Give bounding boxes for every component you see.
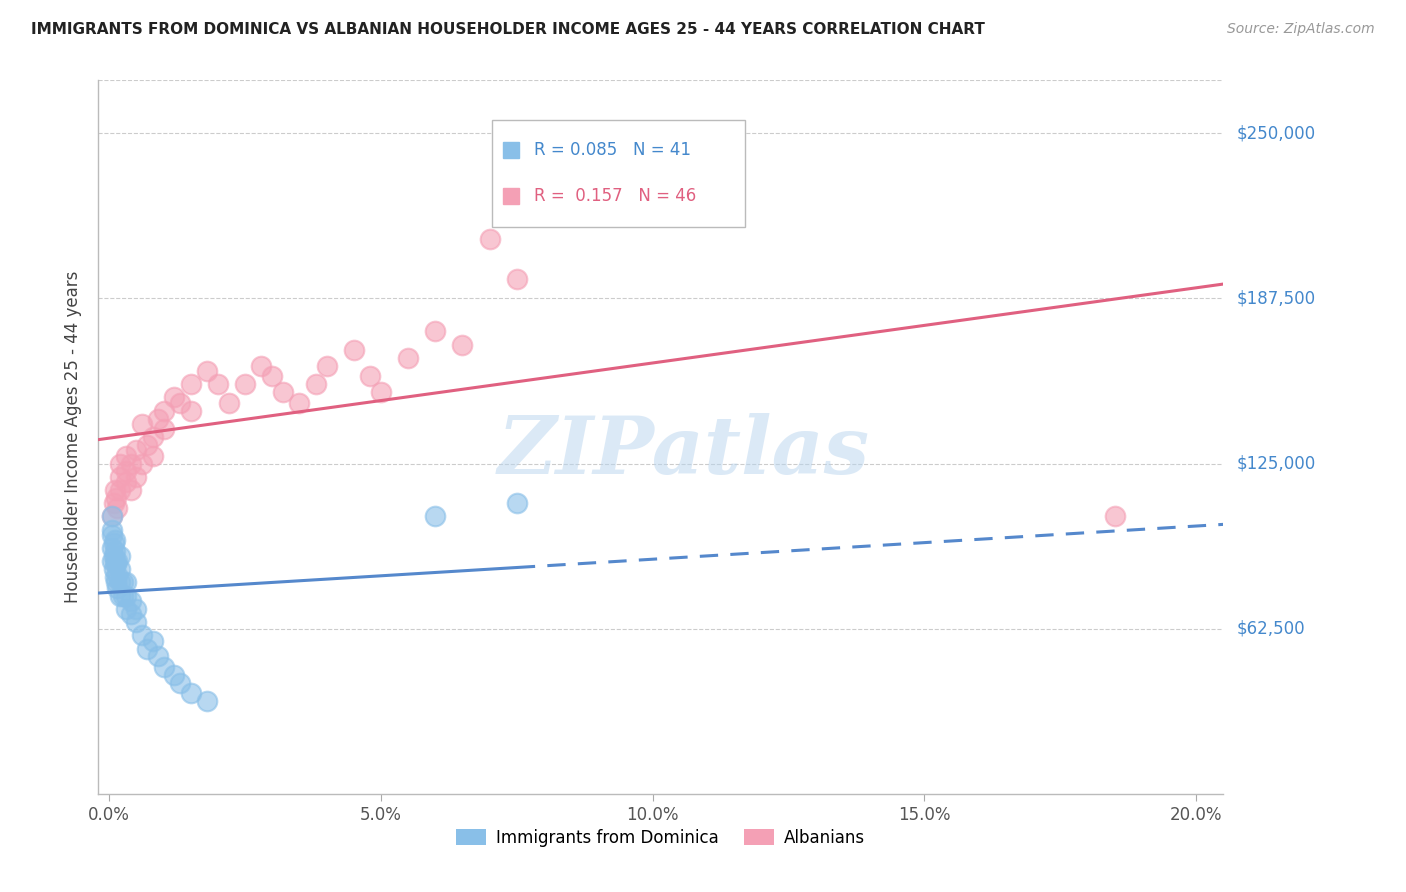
- Text: $125,000: $125,000: [1237, 455, 1316, 473]
- FancyBboxPatch shape: [492, 120, 745, 227]
- Point: [163, 391, 186, 405]
- Point: [125, 443, 148, 458]
- Point: [111, 575, 134, 590]
- Point: [108, 562, 131, 576]
- Point: [101, 554, 124, 568]
- Point: [148, 411, 170, 425]
- Point: [108, 575, 131, 590]
- Point: [108, 589, 131, 603]
- Point: [101, 528, 124, 542]
- Point: [451, 337, 474, 351]
- Point: [152, 403, 174, 417]
- Point: [169, 676, 191, 690]
- Point: [180, 403, 202, 417]
- Point: [343, 343, 366, 357]
- Point: [142, 633, 165, 648]
- Point: [425, 509, 447, 524]
- Point: [103, 536, 125, 550]
- Point: [288, 395, 311, 409]
- Text: R =  0.157   N = 46: R = 0.157 N = 46: [534, 187, 696, 205]
- Point: [107, 501, 129, 516]
- Point: [136, 438, 159, 452]
- Text: $62,500: $62,500: [1237, 620, 1306, 638]
- Point: [148, 649, 170, 664]
- Point: [114, 575, 136, 590]
- Point: [104, 570, 127, 584]
- Point: [142, 430, 165, 444]
- Point: [315, 359, 337, 373]
- Point: [107, 554, 129, 568]
- Point: [120, 483, 142, 497]
- Point: [131, 457, 153, 471]
- Point: [114, 475, 136, 489]
- Point: [250, 359, 273, 373]
- Point: [195, 694, 218, 708]
- Point: [169, 395, 191, 409]
- Point: [104, 557, 127, 571]
- Text: R = 0.085   N = 41: R = 0.085 N = 41: [534, 141, 690, 159]
- Point: [108, 469, 131, 483]
- Point: [103, 549, 125, 563]
- Point: [120, 607, 142, 622]
- Text: $250,000: $250,000: [1237, 124, 1316, 142]
- Point: [136, 641, 159, 656]
- Point: [120, 594, 142, 608]
- Y-axis label: Householder Income Ages 25 - 44 years: Householder Income Ages 25 - 44 years: [65, 271, 83, 603]
- Point: [114, 465, 136, 479]
- Point: [104, 483, 127, 497]
- Point: [108, 483, 131, 497]
- Point: [195, 364, 218, 378]
- Point: [180, 686, 202, 700]
- Point: [114, 449, 136, 463]
- Point: [262, 369, 284, 384]
- Point: [131, 417, 153, 431]
- Point: [108, 549, 131, 563]
- Point: [425, 324, 447, 338]
- Point: [218, 395, 240, 409]
- Point: [370, 385, 392, 400]
- Point: [506, 271, 529, 285]
- Point: [359, 369, 381, 384]
- Point: [305, 377, 328, 392]
- Point: [103, 562, 125, 576]
- Point: [396, 351, 419, 365]
- Point: [108, 457, 131, 471]
- Point: [506, 496, 529, 510]
- Point: [152, 660, 174, 674]
- Point: [131, 628, 153, 642]
- Point: [101, 523, 124, 537]
- Point: [125, 602, 148, 616]
- Point: [111, 589, 134, 603]
- Point: [207, 377, 229, 392]
- Point: [103, 496, 125, 510]
- Point: [104, 533, 127, 548]
- Text: IMMIGRANTS FROM DOMINICA VS ALBANIAN HOUSEHOLDER INCOME AGES 25 - 44 YEARS CORRE: IMMIGRANTS FROM DOMINICA VS ALBANIAN HOU…: [31, 22, 984, 37]
- Point: [125, 469, 148, 483]
- Text: $187,500: $187,500: [1237, 289, 1316, 308]
- Point: [478, 232, 501, 246]
- Point: [114, 602, 136, 616]
- Legend: Immigrants from Dominica, Albanians: Immigrants from Dominica, Albanians: [450, 822, 872, 854]
- Point: [120, 457, 142, 471]
- Point: [101, 509, 124, 524]
- Point: [1104, 509, 1126, 524]
- Point: [125, 615, 148, 629]
- Point: [101, 509, 124, 524]
- Point: [233, 377, 256, 392]
- Point: [152, 422, 174, 436]
- Point: [104, 491, 127, 505]
- Point: [107, 581, 129, 595]
- Text: ZIPatlas: ZIPatlas: [498, 413, 869, 490]
- Point: [271, 385, 294, 400]
- Point: [101, 541, 124, 555]
- Text: Source: ZipAtlas.com: Source: ZipAtlas.com: [1227, 22, 1375, 37]
- Point: [163, 668, 186, 682]
- Point: [104, 543, 127, 558]
- Point: [114, 589, 136, 603]
- Point: [180, 377, 202, 392]
- Point: [142, 449, 165, 463]
- Point: [107, 567, 129, 582]
- Point: [104, 554, 127, 568]
- Point: [104, 575, 127, 590]
